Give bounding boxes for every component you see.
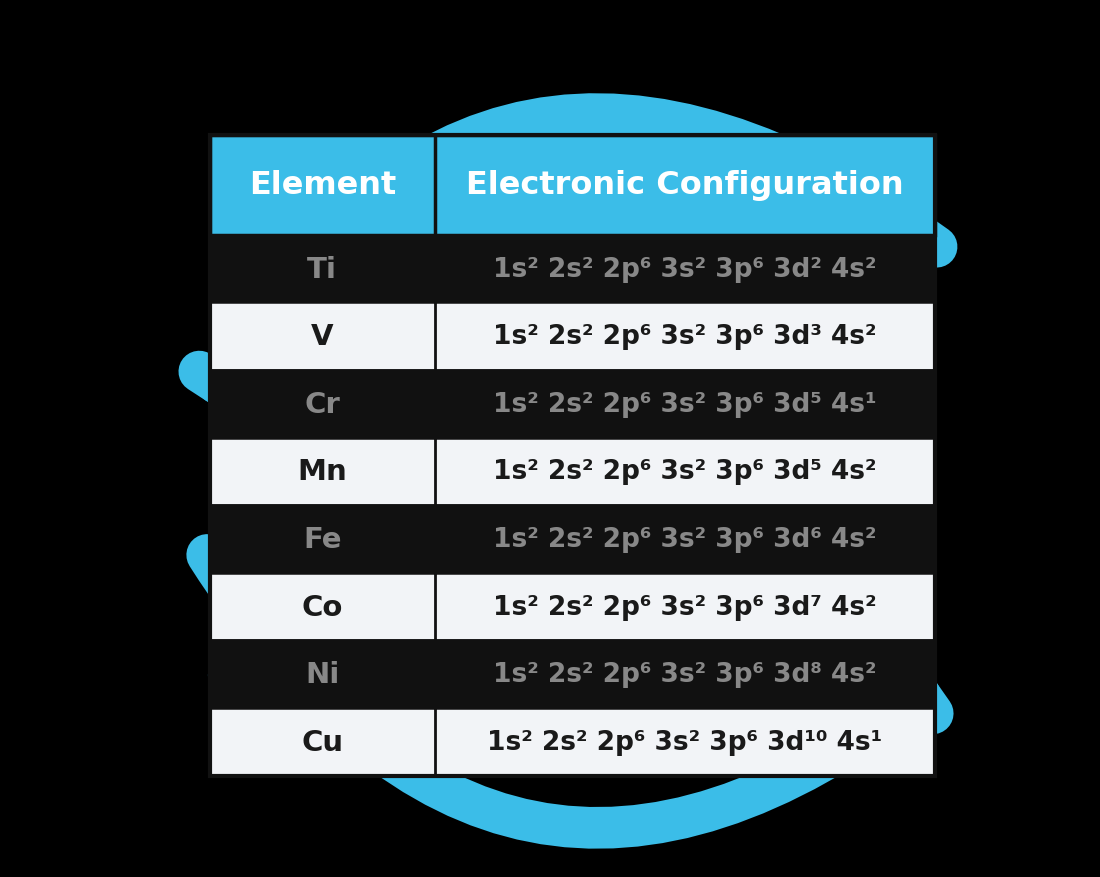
Bar	[210, 136, 935, 776]
Text: Mn: Mn	[297, 458, 348, 486]
Text: 1s² 2s² 2p⁶ 3s² 3p⁶ 3d⁵ 4s¹: 1s² 2s² 2p⁶ 3s² 3p⁶ 3d⁵ 4s¹	[493, 391, 877, 417]
Bar	[210, 506, 935, 574]
Text: 1s² 2s² 2p⁶ 3s² 3p⁶ 3d⁸ 4s²: 1s² 2s² 2p⁶ 3s² 3p⁶ 3d⁸ 4s²	[493, 661, 877, 688]
Bar	[210, 303, 935, 371]
Text: Ti: Ti	[307, 255, 338, 283]
Text: Cu: Cu	[301, 728, 343, 756]
Bar	[210, 136, 935, 236]
Text: 1s² 2s² 2p⁶ 3s² 3p⁶ 3d⁷ 4s²: 1s² 2s² 2p⁶ 3s² 3p⁶ 3d⁷ 4s²	[493, 594, 877, 620]
Text: 1s² 2s² 2p⁶ 3s² 3p⁶ 3d³ 4s²: 1s² 2s² 2p⁶ 3s² 3p⁶ 3d³ 4s²	[493, 324, 877, 350]
Text: V: V	[311, 323, 333, 351]
Bar	[210, 236, 935, 303]
Bar	[210, 371, 935, 438]
Bar	[210, 709, 935, 776]
Text: Fe: Fe	[302, 525, 341, 553]
Text: Ni: Ni	[305, 660, 340, 688]
Text: Element: Element	[249, 170, 396, 201]
Bar	[210, 641, 935, 709]
Text: 1s² 2s² 2p⁶ 3s² 3p⁶ 3d¹⁰ 4s¹: 1s² 2s² 2p⁶ 3s² 3p⁶ 3d¹⁰ 4s¹	[487, 729, 882, 755]
Text: Cr: Cr	[305, 390, 340, 418]
Text: Electronic Configuration: Electronic Configuration	[465, 170, 903, 201]
Text: Co: Co	[301, 593, 343, 621]
Bar	[210, 438, 935, 506]
Bar	[210, 574, 935, 641]
Text: 1s² 2s² 2p⁶ 3s² 3p⁶ 3d⁶ 4s²: 1s² 2s² 2p⁶ 3s² 3p⁶ 3d⁶ 4s²	[493, 526, 877, 553]
Text: 1s² 2s² 2p⁶ 3s² 3p⁶ 3d² 4s²: 1s² 2s² 2p⁶ 3s² 3p⁶ 3d² 4s²	[493, 256, 877, 282]
Text: 1s² 2s² 2p⁶ 3s² 3p⁶ 3d⁵ 4s²: 1s² 2s² 2p⁶ 3s² 3p⁶ 3d⁵ 4s²	[493, 459, 877, 485]
